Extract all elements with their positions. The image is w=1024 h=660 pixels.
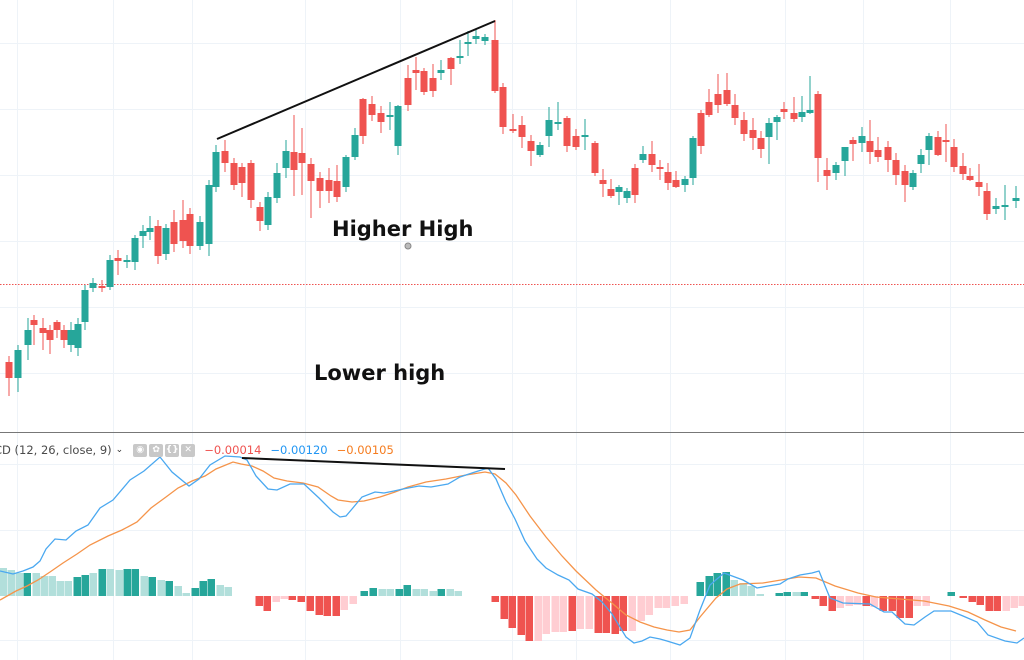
macd-legend: CD (12, 26, close, 9) ⌄ ◉ ✿ {} ✕ −0.0001… xyxy=(0,441,394,459)
eye-icon[interactable]: ◉ xyxy=(133,443,148,457)
source-code-icon[interactable]: {} xyxy=(165,443,180,457)
close-icon[interactable]: ✕ xyxy=(181,443,196,457)
indicator-title[interactable]: CD (12, 26, close, 9) xyxy=(0,443,112,457)
trendlines[interactable] xyxy=(216,20,506,470)
lower-high-label: Lower high xyxy=(314,361,446,385)
price-candles xyxy=(5,20,1020,396)
signal-value: −0.00105 xyxy=(336,443,394,457)
higher-high-label: Higher High xyxy=(332,217,474,241)
gear-icon[interactable]: ✿ xyxy=(149,443,164,457)
macd-value: −0.00120 xyxy=(270,443,328,457)
chevron-down-icon[interactable]: ⌄ xyxy=(115,445,124,455)
macd-line xyxy=(0,455,1024,646)
histogram-value: −0.00014 xyxy=(204,443,262,457)
anchor-dot[interactable] xyxy=(404,242,412,250)
